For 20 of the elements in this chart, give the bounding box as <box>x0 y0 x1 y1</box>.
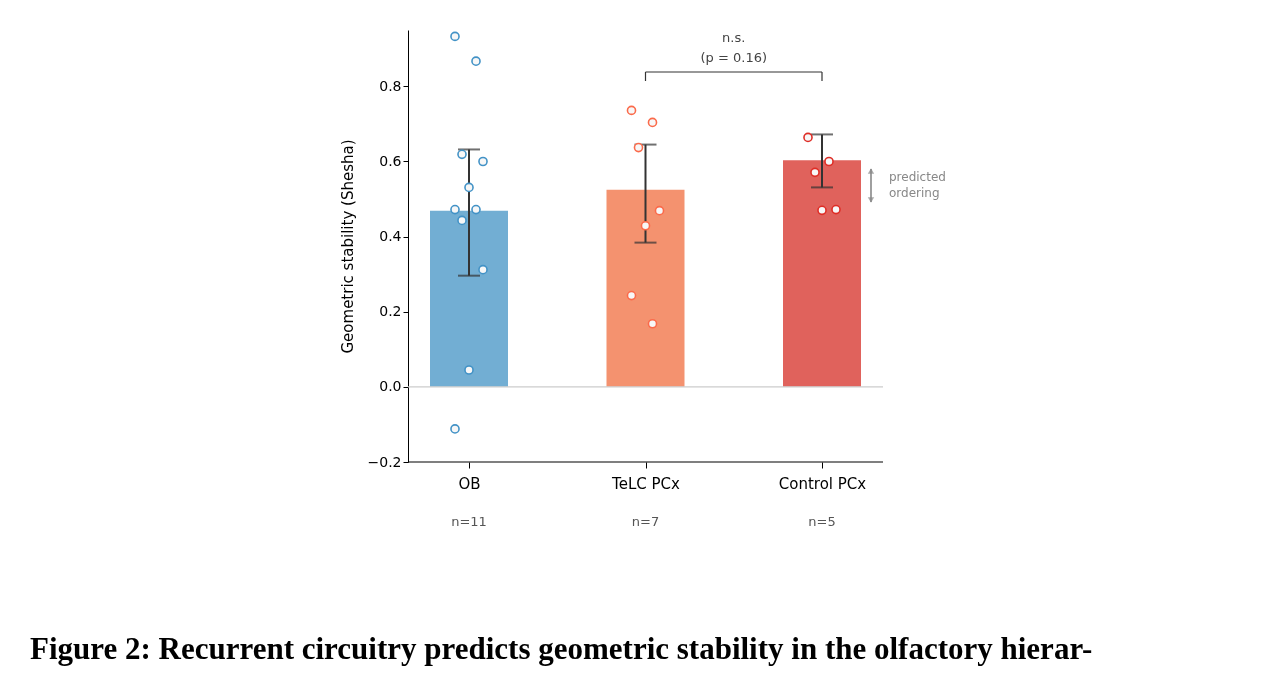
y-tick-label: 0.4 <box>379 228 402 245</box>
x-tick-label: TeLC PCx <box>611 474 681 493</box>
bar <box>783 160 861 387</box>
annotation: n.s. <box>722 30 746 45</box>
y-tick-label: 0.8 <box>379 77 402 94</box>
caption: Figure 2: Recurrent circuitry predicts geometric stability in the olfactory hierar- <box>30 631 1093 666</box>
annotation: (p = 0.16) <box>700 50 767 65</box>
text: n=5 <box>808 514 836 529</box>
bar <box>606 189 685 387</box>
y-axis-title: Geometric stability (Shesha) <box>338 139 357 354</box>
y-tick-label: 0.0 <box>379 378 402 395</box>
y-tick-label: 0.6 <box>379 152 402 169</box>
y-tick-label: −0.2 <box>367 453 402 470</box>
text: predicted ordering <box>889 170 946 200</box>
text: n=11 <box>451 514 487 529</box>
bar <box>430 210 508 387</box>
y-tick-label: 0.2 <box>379 303 402 320</box>
x-tick-label: OB <box>458 474 481 493</box>
text: n=7 <box>631 514 660 529</box>
x-tick-label: Control PCx <box>778 474 867 493</box>
